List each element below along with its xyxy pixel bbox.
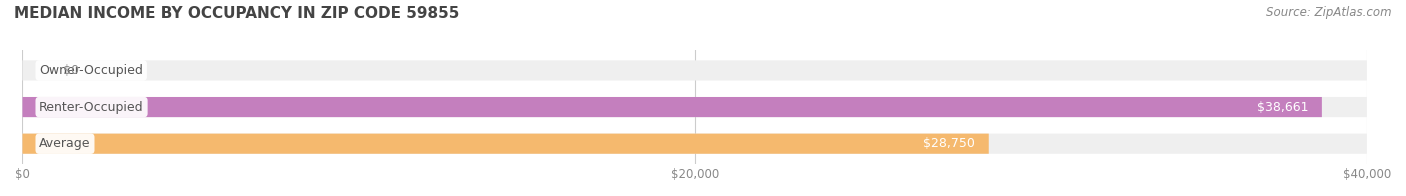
Text: Average: Average bbox=[39, 137, 91, 150]
Text: Renter-Occupied: Renter-Occupied bbox=[39, 101, 143, 113]
Text: Owner-Occupied: Owner-Occupied bbox=[39, 64, 143, 77]
Text: $38,661: $38,661 bbox=[1257, 101, 1309, 113]
FancyBboxPatch shape bbox=[22, 134, 1367, 154]
FancyBboxPatch shape bbox=[22, 97, 1367, 117]
Text: MEDIAN INCOME BY OCCUPANCY IN ZIP CODE 59855: MEDIAN INCOME BY OCCUPANCY IN ZIP CODE 5… bbox=[14, 6, 460, 21]
Text: Source: ZipAtlas.com: Source: ZipAtlas.com bbox=[1267, 6, 1392, 19]
Text: $0: $0 bbox=[63, 64, 79, 77]
FancyBboxPatch shape bbox=[22, 134, 988, 154]
Text: $28,750: $28,750 bbox=[924, 137, 976, 150]
FancyBboxPatch shape bbox=[22, 60, 1367, 81]
FancyBboxPatch shape bbox=[22, 97, 1322, 117]
